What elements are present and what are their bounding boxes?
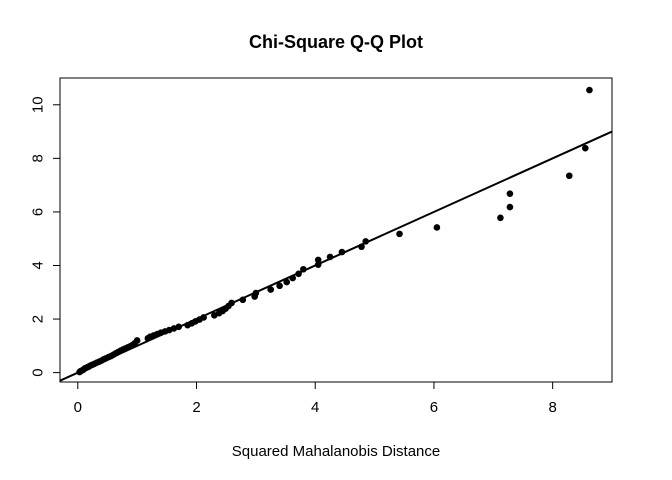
plot-box — [59, 77, 613, 383]
data-point — [358, 243, 365, 251]
data-point — [586, 86, 593, 94]
y-tick-label: 10 — [30, 96, 47, 113]
data-point — [396, 230, 403, 238]
data-point — [506, 203, 514, 211]
data-point — [338, 248, 346, 256]
data-point — [228, 299, 235, 307]
y-tick-label: 6 — [30, 208, 47, 216]
data-point — [200, 314, 207, 321]
data-point — [175, 323, 183, 331]
x-axis-title: Squared Mahalanobis Distance — [232, 443, 440, 460]
data-point — [295, 270, 302, 278]
y-tick-label: 0 — [30, 368, 47, 376]
x-tick-label: 6 — [430, 399, 438, 416]
data-point — [283, 278, 291, 286]
y-tick-label: 2 — [30, 315, 47, 323]
x-tick-label: 4 — [311, 399, 319, 416]
data-point — [362, 238, 369, 245]
data-point — [433, 224, 441, 231]
points-group — [76, 86, 593, 376]
x-axis: 0 2 4 6 8 — [74, 381, 557, 416]
data-point — [581, 144, 589, 152]
data-point — [565, 172, 573, 180]
data-point — [267, 286, 275, 293]
data-point — [252, 289, 260, 297]
data-point — [314, 256, 322, 264]
data-point — [276, 282, 283, 290]
x-tick-label: 8 — [548, 399, 556, 416]
data-point — [133, 337, 141, 344]
data-point — [506, 190, 514, 198]
chart-title: Chi-Square Q-Q Plot — [249, 32, 423, 52]
data-point — [497, 214, 504, 222]
x-tick-label: 2 — [192, 399, 200, 416]
data-point — [239, 296, 247, 304]
y-axis: 0 2 4 6 8 10 — [30, 96, 61, 377]
data-point — [300, 265, 307, 273]
y-tick-label: 4 — [30, 261, 47, 269]
data-point — [314, 261, 322, 268]
y-tick-label: 8 — [30, 154, 47, 162]
reference-line-group — [59, 130, 613, 382]
reference-line — [59, 130, 613, 382]
data-point — [326, 253, 334, 261]
x-tick-label: 0 — [74, 399, 82, 416]
data-point — [289, 274, 296, 282]
plot-area: 0 2 4 6 8 0 2 4 6 8 10 — [30, 77, 613, 416]
